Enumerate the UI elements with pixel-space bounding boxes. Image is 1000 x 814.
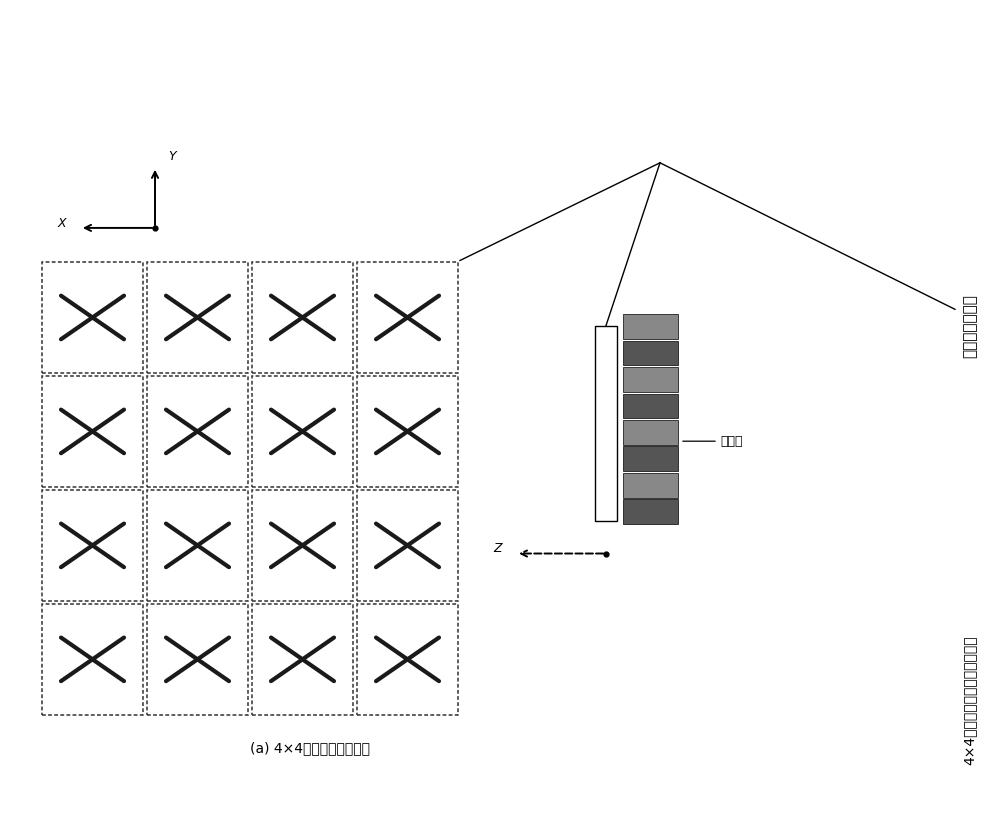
FancyBboxPatch shape <box>42 604 143 715</box>
Text: X: X <box>58 217 66 230</box>
Text: 滤波器: 滤波器 <box>720 435 743 448</box>
Bar <box>623 367 678 392</box>
Text: (a) 4×4天线阵列的俦视图: (a) 4×4天线阵列的俦视图 <box>250 741 370 755</box>
FancyBboxPatch shape <box>42 376 143 487</box>
FancyBboxPatch shape <box>357 376 458 487</box>
Text: Z: Z <box>494 542 502 555</box>
FancyBboxPatch shape <box>252 490 353 601</box>
FancyBboxPatch shape <box>147 604 248 715</box>
FancyBboxPatch shape <box>147 262 248 373</box>
FancyBboxPatch shape <box>252 376 353 487</box>
FancyBboxPatch shape <box>357 490 458 601</box>
Bar <box>623 340 678 365</box>
FancyBboxPatch shape <box>357 262 458 373</box>
Bar <box>623 394 678 418</box>
Text: Y: Y <box>168 150 176 163</box>
FancyBboxPatch shape <box>252 604 353 715</box>
Bar <box>623 314 678 339</box>
FancyBboxPatch shape <box>42 490 143 601</box>
Bar <box>623 473 678 498</box>
Bar <box>623 446 678 471</box>
FancyBboxPatch shape <box>147 376 248 487</box>
Bar <box>623 420 678 444</box>
FancyBboxPatch shape <box>147 490 248 601</box>
FancyBboxPatch shape <box>252 262 353 373</box>
Text: 双极化天线元件: 双极化天线元件 <box>962 294 978 357</box>
Bar <box>595 326 617 521</box>
Bar <box>623 500 678 524</box>
FancyBboxPatch shape <box>42 262 143 373</box>
Text: 4×4天线阵列的俦视图和侧视图: 4×4天线阵列的俦视图和侧视图 <box>963 635 977 765</box>
FancyBboxPatch shape <box>357 604 458 715</box>
